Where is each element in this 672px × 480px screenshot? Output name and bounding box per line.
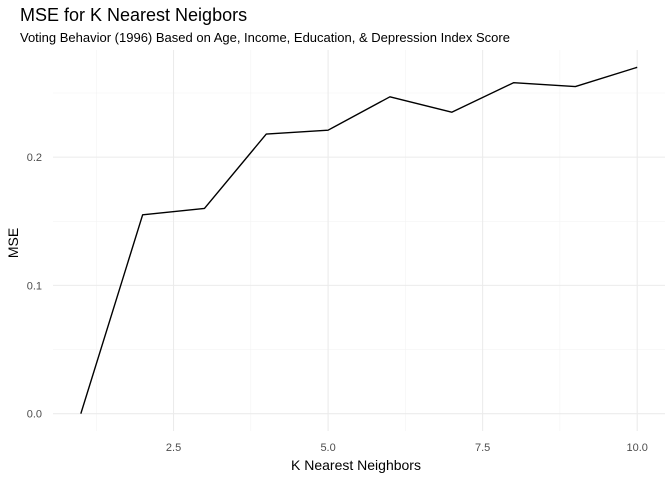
- x-axis-ticks: 2.5 5.0 7.5 10.0: [166, 442, 648, 454]
- minor-gridlines: [53, 50, 665, 431]
- x-tick-label: 7.5: [475, 442, 490, 454]
- major-gridlines: [53, 50, 665, 431]
- x-tick-label: 10.0: [626, 442, 647, 454]
- y-tick-label: 0.1: [27, 280, 42, 292]
- x-tick-label: 2.5: [166, 442, 181, 454]
- chart-title: MSE for K Nearest Neigbors: [20, 5, 247, 25]
- y-tick-label: 0.0: [27, 409, 42, 421]
- x-axis-title: K Nearest Neighbors: [291, 457, 421, 473]
- data-series: [80, 66, 638, 414]
- y-axis-ticks: 0.0 0.1 0.2: [27, 152, 42, 421]
- mse-line: [80, 66, 638, 414]
- x-tick-label: 5.0: [320, 442, 335, 454]
- y-axis-title: MSE: [5, 228, 21, 258]
- chart-subtitle: Voting Behavior (1996) Based on Age, Inc…: [20, 30, 510, 45]
- y-tick-label: 0.2: [27, 152, 42, 164]
